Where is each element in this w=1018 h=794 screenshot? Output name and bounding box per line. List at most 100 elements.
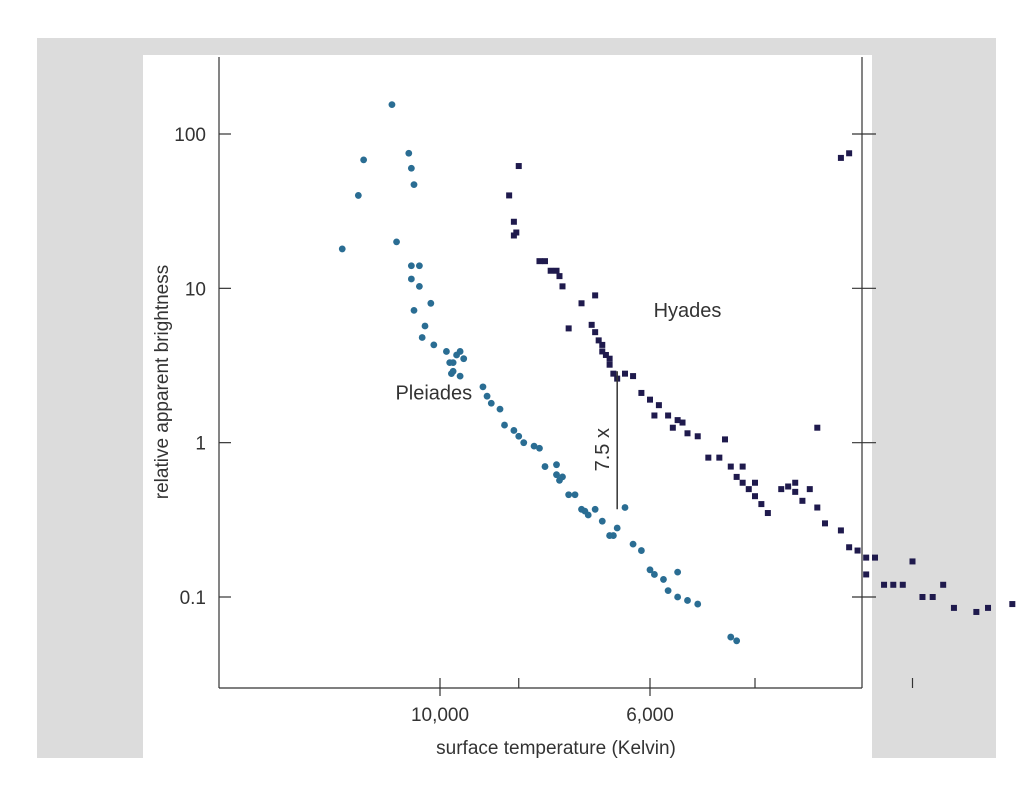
pleiades-point [609, 532, 617, 539]
hyades-point [515, 163, 522, 170]
hyades-point [909, 558, 916, 565]
x-tick-label: 10,000 [411, 705, 469, 726]
pleiades-point [613, 524, 621, 532]
pleiades-point [405, 149, 413, 157]
hyades-point [651, 412, 658, 419]
pleiades-point [515, 432, 523, 440]
hyades-point [592, 329, 599, 336]
pleiades-point [727, 633, 735, 641]
pleiades-point [660, 576, 667, 583]
x-tick-label: 6,000 [626, 705, 674, 726]
axes [218, 57, 863, 689]
hyades-point [778, 486, 785, 493]
pleiades-point [629, 540, 637, 548]
pleiades-point [501, 421, 508, 429]
hyades-point [881, 581, 888, 588]
pleiades-point [621, 504, 629, 511]
pleiades-point [421, 322, 429, 330]
hyades-point [622, 370, 628, 377]
y-tick-label: 100 [174, 125, 206, 146]
pleiades-point [410, 181, 418, 189]
ticks [219, 133, 914, 696]
hyades-point [669, 424, 676, 431]
data-points [338, 101, 1016, 645]
hyades-point [940, 581, 947, 588]
hyades-point [950, 604, 957, 611]
hyades-point [733, 473, 740, 480]
hyades-point [556, 273, 563, 280]
hyades-point [854, 547, 861, 554]
pleiades-point [651, 571, 658, 578]
pleiades-point [536, 444, 543, 452]
hyades-point [929, 594, 936, 600]
hyades-point [863, 554, 870, 561]
y-tick-label: 1 [195, 434, 206, 455]
y-axis-title: relative apparent brightness [152, 265, 173, 499]
pleiades-point [407, 164, 415, 172]
pleiades-point [360, 156, 368, 164]
ratio-label: 7.5 x [592, 428, 614, 471]
hyades-point [542, 258, 548, 265]
hyades-point [739, 479, 746, 486]
hyades-point [510, 218, 517, 225]
pleiades-point [646, 566, 654, 574]
hyades-point [752, 479, 758, 486]
hyades-point [814, 504, 821, 511]
hyades-point [837, 527, 844, 534]
pleiades-point [520, 439, 528, 447]
pleiades-point [456, 372, 464, 380]
pleiades-point [407, 262, 415, 270]
pleiades-point [559, 473, 566, 481]
y-tick-label: 10 [185, 279, 206, 300]
hyades-point [588, 321, 595, 328]
y-tick-label: 0.1 [180, 588, 206, 609]
hyades-point [565, 325, 572, 332]
hyades-point [846, 544, 853, 551]
hyades-point [578, 300, 585, 307]
hyades-point [665, 412, 672, 419]
hyades-point [716, 454, 723, 461]
hyades-point [752, 493, 758, 500]
hyades-point [647, 396, 653, 403]
hyades-point [674, 417, 681, 424]
pleiades-point [354, 192, 362, 199]
pleiades-point [553, 461, 560, 469]
hyades-point [814, 424, 821, 431]
pleiades-point [571, 491, 579, 499]
hyades-point [599, 341, 606, 348]
pleiades-point [388, 101, 396, 109]
hyades-point [785, 483, 792, 490]
hyades-point [792, 479, 799, 486]
hyades-point [606, 361, 613, 368]
hyades-point [727, 463, 734, 470]
pleiades-point [541, 463, 549, 470]
hyades-point [595, 337, 602, 344]
hyades-point [837, 154, 844, 161]
pleiades-point [674, 593, 682, 601]
pleiades-point [427, 299, 435, 307]
pleiades-point [410, 306, 418, 314]
hyades-point [899, 581, 906, 588]
hyades-point [1009, 601, 1016, 608]
pleiades-point [684, 597, 691, 604]
pleiades-point [487, 399, 495, 407]
hyades-point [638, 389, 645, 396]
pleiades-point [393, 238, 400, 246]
hyades-point [806, 486, 813, 493]
hyades-point [973, 608, 980, 615]
pleiades-point [591, 505, 599, 513]
pleiades-point [553, 471, 560, 479]
hyades-point [705, 454, 712, 461]
pleiades-point [418, 334, 426, 341]
pleiades-point [449, 359, 457, 367]
pleiades-point [637, 547, 645, 554]
hyades-point [513, 229, 520, 236]
pleiades-point [456, 348, 464, 355]
pleiades-point [733, 637, 741, 645]
pleiades-point [407, 275, 415, 283]
hyades-point [890, 581, 897, 588]
hyades-point [985, 604, 992, 611]
pleiades-point [338, 245, 346, 253]
hyades-series [506, 150, 1016, 615]
